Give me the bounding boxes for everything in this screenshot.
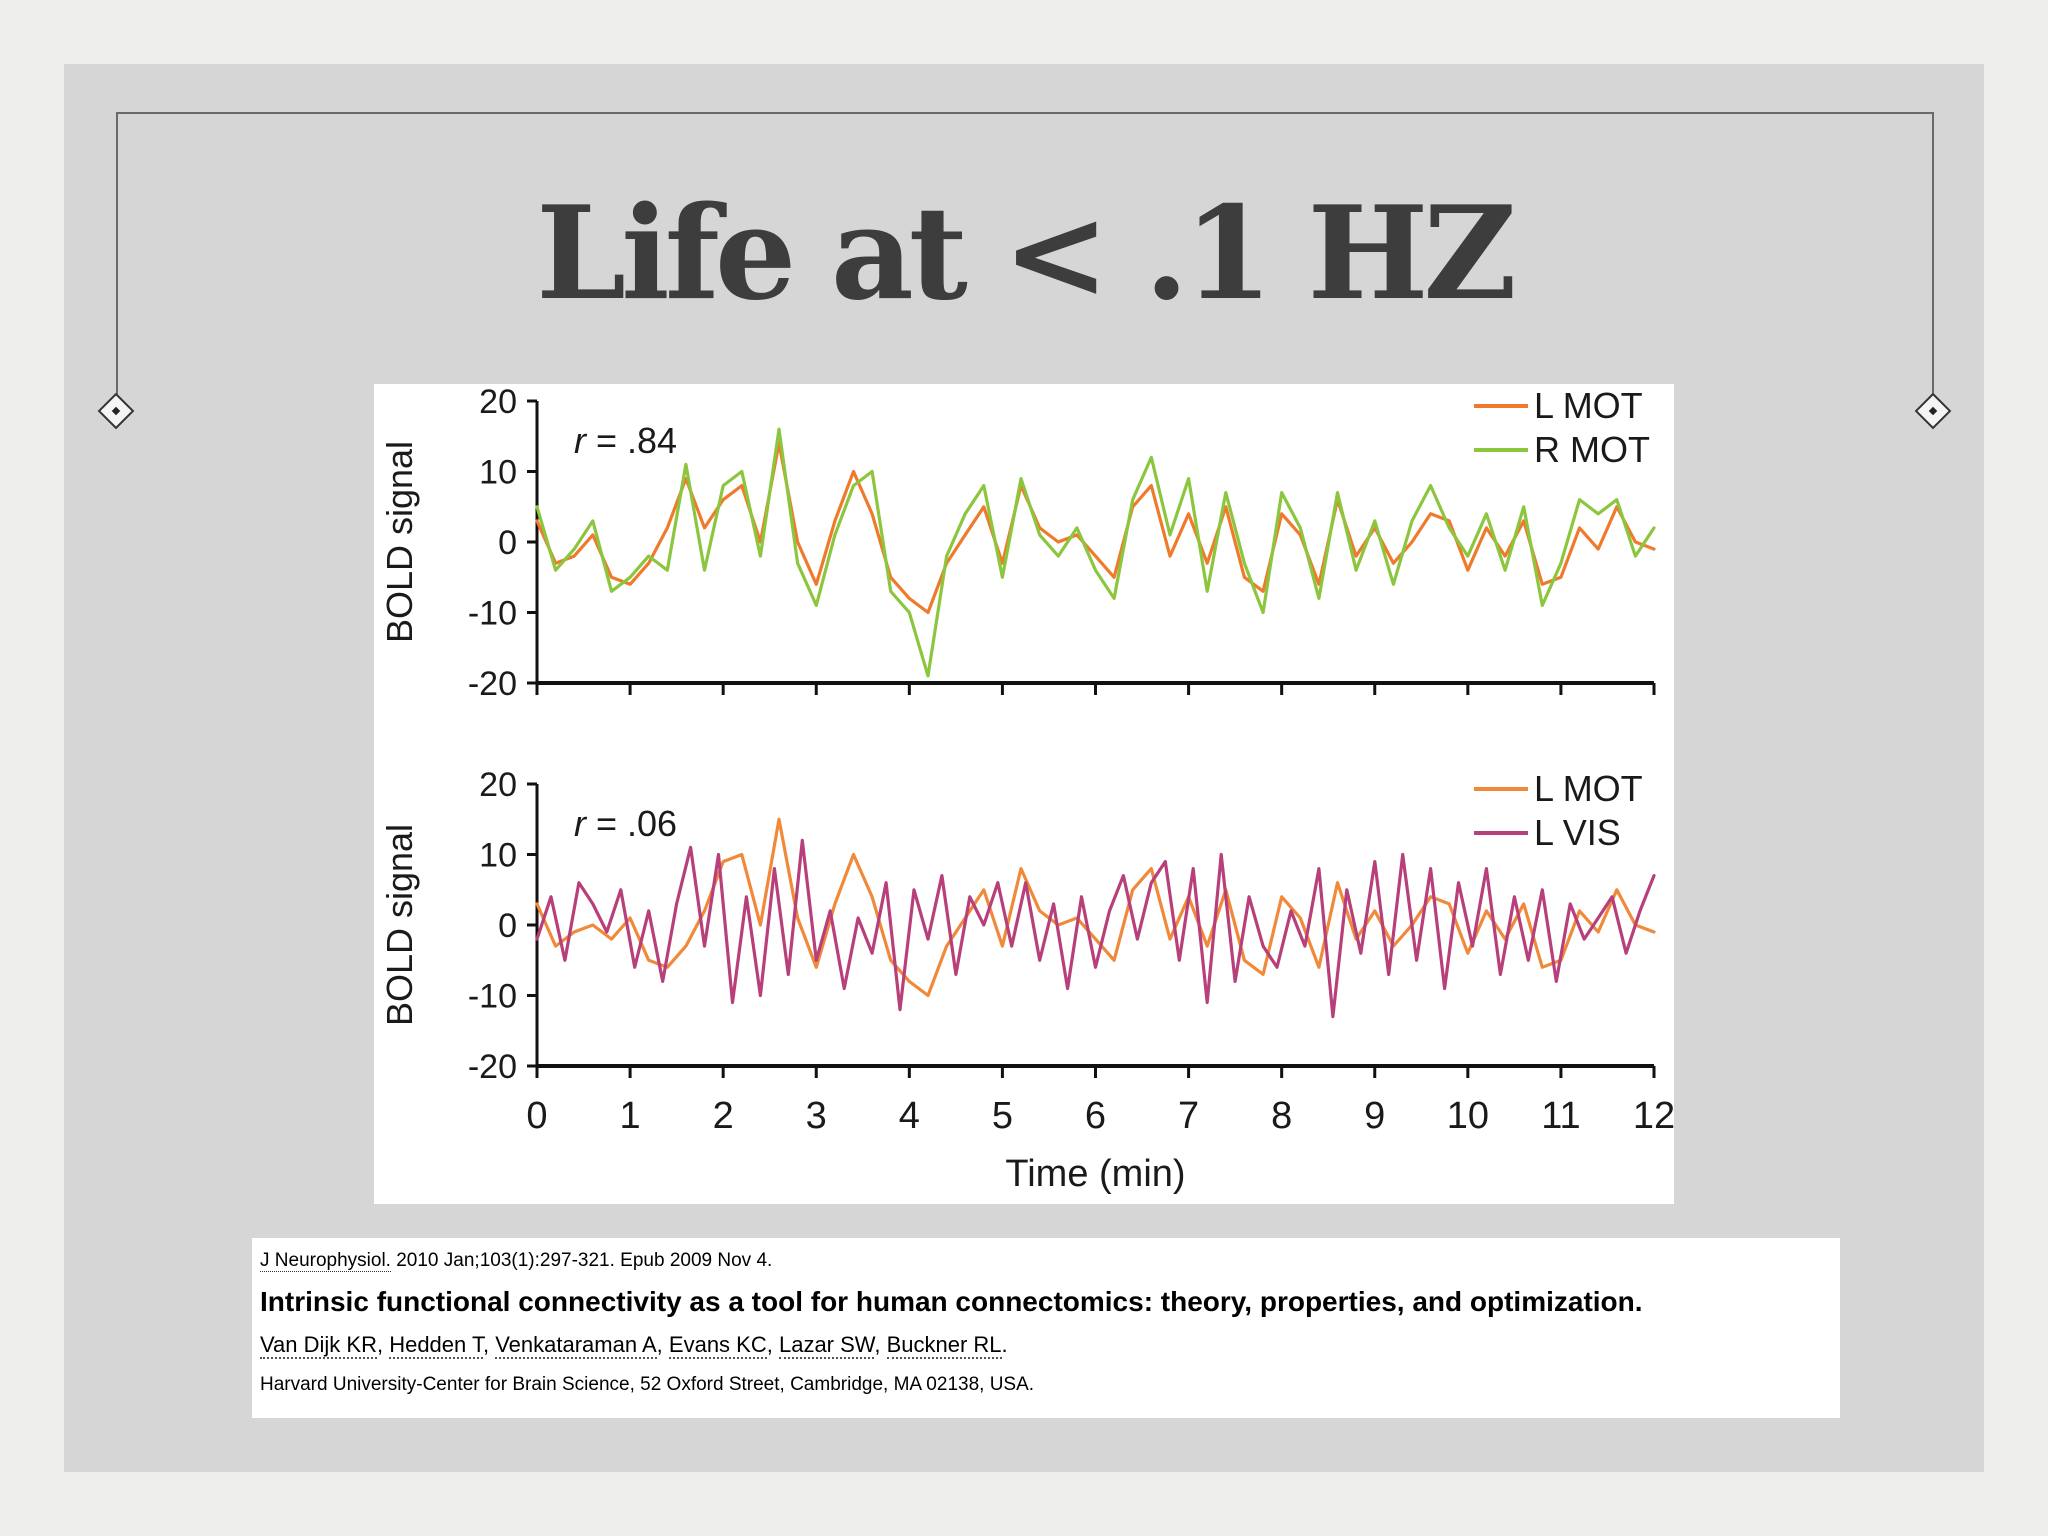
citation-journal-line: J Neurophysiol. 2010 Jan;103(1):297-321.… xyxy=(260,1248,1832,1274)
chart-figure: 20 10 0 -10 -20 BOLD signal r = .84 L MOT R MOT 2… xyxy=(374,384,1674,1204)
author-separator: . xyxy=(1001,1332,1008,1357)
slide-title: Life at < .1 HZ xyxy=(536,179,1517,329)
frame-left-line xyxy=(116,112,118,397)
y-tick-label: -20 xyxy=(468,665,517,703)
x-tick-label: 12 xyxy=(1633,1095,1674,1137)
y-tick-label: 10 xyxy=(479,454,517,492)
y-tick-label: -10 xyxy=(468,978,517,1016)
citation-box: J Neurophysiol. 2010 Jan;103(1):297-321.… xyxy=(252,1238,1840,1418)
series-line-r-mot xyxy=(535,427,1656,678)
journal-details: 2010 Jan;103(1):297-321. Epub 2009 Nov 4… xyxy=(390,1250,773,1271)
x-tick-label: 7 xyxy=(1178,1095,1199,1137)
author-link[interactable]: Evans KC xyxy=(668,1332,767,1359)
author-link[interactable]: Buckner RL xyxy=(886,1332,1002,1359)
y-tick-label: 0 xyxy=(498,524,517,562)
x-tick-label: 6 xyxy=(1085,1095,1106,1137)
x-tick-label: 8 xyxy=(1271,1095,1292,1137)
x-tick-label: 5 xyxy=(992,1095,1013,1137)
citation-affiliation: Harvard University-Center for Brain Scie… xyxy=(260,1374,1035,1395)
author-link[interactable]: Van Dijk KR xyxy=(260,1332,377,1359)
frame-top-line xyxy=(116,112,1932,114)
y-tick-label: 10 xyxy=(479,837,517,875)
series-line-l-mot xyxy=(535,817,1656,998)
frame-right-line xyxy=(1932,112,1934,397)
legend-label: L MOT xyxy=(1534,385,1643,426)
x-tick-label: 3 xyxy=(806,1095,827,1137)
author-separator: , xyxy=(656,1332,669,1357)
correlation-value: = .84 xyxy=(586,420,677,461)
correlation-value: = .06 xyxy=(586,803,677,844)
author-link[interactable]: Lazar SW xyxy=(778,1332,875,1359)
series-line-l-mot xyxy=(535,441,1656,615)
author-link[interactable]: Hedden T xyxy=(389,1332,483,1359)
journal-link[interactable]: J Neurophysiol. xyxy=(260,1250,391,1272)
correlation-symbol: r xyxy=(574,420,588,461)
x-axis-label: Time (min) xyxy=(1005,1153,1185,1195)
x-tick-label: 9 xyxy=(1364,1095,1385,1137)
author-separator: , xyxy=(376,1332,390,1357)
y-tick-label: 0 xyxy=(498,907,517,945)
y-tick-label: 20 xyxy=(479,766,517,804)
y-axis-label: BOLD signal xyxy=(379,441,420,643)
author-link[interactable]: Venkataraman A xyxy=(495,1332,657,1359)
x-tick-label: 0 xyxy=(526,1095,547,1137)
x-tick-label: 1 xyxy=(620,1095,641,1137)
legend-label: R MOT xyxy=(1534,429,1650,470)
y-tick-label: 20 xyxy=(479,384,517,421)
author-separator: , xyxy=(766,1332,779,1357)
legend-label: L VIS xyxy=(1534,812,1621,853)
y-tick-label: -10 xyxy=(468,595,517,633)
x-tick-label: 10 xyxy=(1447,1095,1489,1137)
y-axis-label: BOLD signal xyxy=(379,824,420,1026)
legend-label: L MOT xyxy=(1534,768,1643,809)
x-tick-label: 4 xyxy=(899,1095,920,1137)
y-tick-label: -20 xyxy=(468,1048,517,1086)
author-separator: , xyxy=(874,1332,887,1357)
correlation-annotation: r = .06 xyxy=(574,803,677,844)
correlation-symbol: r xyxy=(574,803,588,844)
x-tick-label: 2 xyxy=(713,1095,734,1137)
series-line-l-vis xyxy=(535,838,1656,1019)
correlation-annotation: r = .84 xyxy=(574,420,677,461)
x-tick-label: 11 xyxy=(1541,1095,1580,1137)
citation-title: Intrinsic functional connectivity as a t… xyxy=(260,1286,1643,1317)
citation-authors: Van Dijk KR, Hedden T, Venkataraman A, E… xyxy=(260,1330,1832,1360)
author-separator: , xyxy=(482,1332,496,1357)
